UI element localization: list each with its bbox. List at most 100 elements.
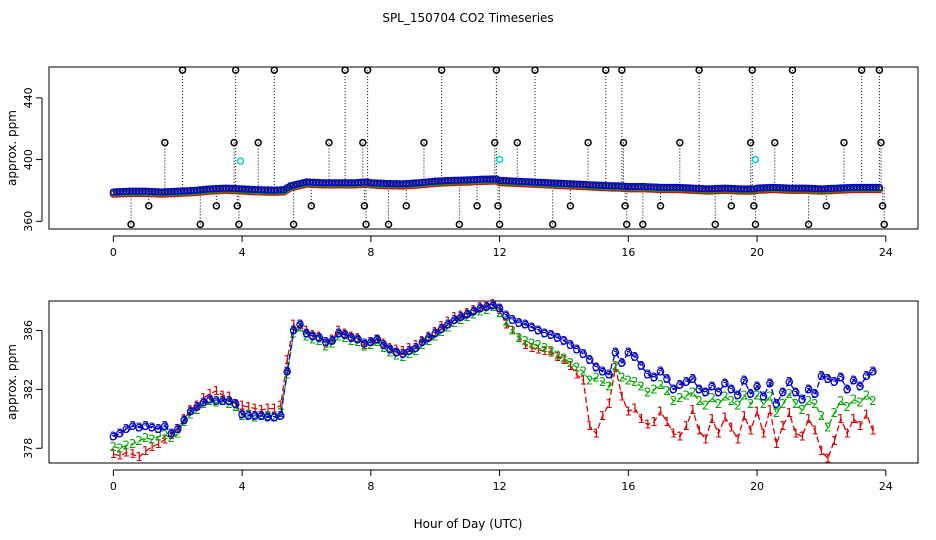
series-3-circle bbox=[444, 320, 452, 329]
outlier-point bbox=[513, 138, 522, 147]
outlier-point bbox=[751, 220, 760, 229]
series-3-marker: 3 bbox=[644, 368, 652, 382]
series-3-marker: 3 bbox=[522, 318, 530, 332]
series-3-marker: 3 bbox=[161, 419, 169, 433]
x-tick-label: 16 bbox=[621, 246, 635, 259]
outlier-point bbox=[621, 202, 629, 210]
series-1-marker: 1 bbox=[592, 427, 600, 441]
series-2-marker: 2 bbox=[135, 434, 143, 448]
series-3-circle bbox=[811, 389, 819, 398]
series-3-marker: 3 bbox=[547, 328, 555, 342]
series-2-marker: 2 bbox=[206, 394, 214, 408]
series-3-circle bbox=[231, 400, 240, 408]
outlier-point bbox=[804, 220, 813, 229]
series-3-circle bbox=[424, 334, 433, 342]
series-3-circle bbox=[650, 373, 658, 382]
series-3-marker: 3 bbox=[270, 410, 278, 424]
series-3-marker: 3 bbox=[180, 413, 188, 427]
series-1-marker: 1 bbox=[522, 338, 530, 352]
series-1-marker: 1 bbox=[785, 406, 793, 420]
flagged-point bbox=[236, 157, 245, 165]
series-1-marker: 1 bbox=[534, 343, 542, 357]
series-3-circle bbox=[412, 344, 420, 352]
series-2-marker: 2 bbox=[657, 378, 665, 392]
series-2-marker: 2 bbox=[830, 406, 838, 420]
series-1-marker: 1 bbox=[631, 402, 639, 416]
series-3-circle bbox=[688, 375, 697, 383]
x-tick-label: 4 bbox=[239, 480, 246, 493]
outlier-point bbox=[495, 220, 504, 229]
series-3-circle bbox=[759, 392, 768, 401]
series-2-marker: 2 bbox=[792, 397, 800, 411]
series-3-marker: 3 bbox=[155, 422, 163, 436]
series-1-marker: 1 bbox=[734, 432, 742, 446]
series-2-marker: 2 bbox=[213, 396, 221, 410]
series-3-marker: 3 bbox=[303, 326, 311, 340]
series-3-marker: 3 bbox=[612, 346, 620, 360]
series-3-marker: 3 bbox=[296, 318, 304, 332]
series-1-marker: 1 bbox=[206, 387, 214, 401]
series-3-marker: 3 bbox=[753, 379, 761, 393]
series-1-marker: 1 bbox=[354, 331, 362, 345]
series-3-circle bbox=[186, 407, 195, 416]
series-2-marker: 2 bbox=[747, 397, 755, 411]
series-1-marker: 1 bbox=[682, 419, 690, 433]
series-1-marker: 1 bbox=[605, 397, 613, 411]
series-2-marker: 2 bbox=[515, 331, 523, 345]
series-3-marker: 3 bbox=[605, 368, 613, 382]
series-3-circle bbox=[315, 334, 324, 342]
outlier-point bbox=[840, 138, 848, 147]
series-2-marker: 2 bbox=[811, 397, 819, 411]
series-3-marker: 3 bbox=[599, 365, 607, 379]
series-2-marker: 2 bbox=[650, 382, 658, 396]
series-3-circle bbox=[862, 372, 871, 380]
series-2-marker: 2 bbox=[856, 396, 864, 410]
series-3-marker: 3 bbox=[567, 338, 575, 352]
series-3-marker: 3 bbox=[412, 341, 420, 355]
bottom-plot-marks: 1111111111111111111111111111111111111111… bbox=[110, 297, 877, 466]
series-1-marker: 1 bbox=[618, 390, 626, 404]
series-2-marker: 2 bbox=[238, 409, 246, 423]
series-3-marker: 3 bbox=[850, 374, 858, 388]
series-3-marker: 3 bbox=[135, 421, 143, 435]
series-3-circle bbox=[431, 329, 440, 338]
series-1-marker: 1 bbox=[116, 449, 124, 463]
series-2-marker: 2 bbox=[773, 406, 781, 420]
series-3-marker: 3 bbox=[464, 307, 472, 321]
series-3-marker: 3 bbox=[174, 422, 182, 436]
series-2-marker: 2 bbox=[734, 399, 742, 413]
outlier-point bbox=[494, 202, 502, 210]
series-2-marker: 2 bbox=[167, 431, 175, 445]
series-2-marker: 2 bbox=[766, 390, 774, 404]
top-plot-frame bbox=[48, 66, 919, 230]
series-3-marker: 3 bbox=[760, 390, 768, 404]
series-3-marker: 3 bbox=[863, 369, 871, 383]
outlier-point bbox=[270, 66, 279, 74]
x-tick-label: 0 bbox=[110, 480, 117, 493]
bottom-plot-frame bbox=[48, 300, 919, 464]
series-3-circle bbox=[785, 378, 794, 386]
series-3-marker: 3 bbox=[451, 313, 459, 327]
series-2-marker: 2 bbox=[322, 340, 330, 354]
series-1-marker: 1 bbox=[650, 415, 658, 429]
series-2-marker: 2 bbox=[612, 359, 620, 373]
outlier-point bbox=[325, 138, 333, 147]
series-3-circle bbox=[592, 363, 600, 372]
series-2-marker: 2 bbox=[567, 356, 575, 370]
series-3-circle bbox=[296, 320, 304, 329]
series-3-marker: 3 bbox=[779, 385, 787, 399]
series-3-circle bbox=[611, 348, 620, 357]
outlier-point bbox=[235, 220, 243, 229]
series-1-marker: 1 bbox=[528, 341, 536, 355]
series-3-marker: 3 bbox=[335, 326, 343, 340]
series-3-circle bbox=[676, 381, 684, 389]
series-3-circle bbox=[470, 307, 478, 316]
baseline-point-3 bbox=[872, 183, 880, 191]
series-3-marker: 3 bbox=[528, 321, 536, 335]
x-axis-label: Hour of Day (UTC) bbox=[414, 517, 523, 531]
outlier-point bbox=[384, 220, 393, 229]
series-2-line bbox=[113, 306, 874, 449]
series-3-circle bbox=[624, 348, 633, 357]
baseline-point-3 bbox=[875, 183, 884, 191]
series-3-marker: 3 bbox=[856, 379, 864, 393]
